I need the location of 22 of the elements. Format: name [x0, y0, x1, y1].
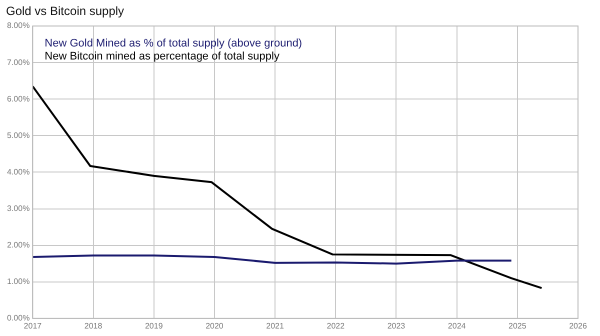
y-tick-label: 1.00% — [6, 277, 30, 286]
y-tick-label: 2.00% — [6, 240, 30, 250]
y-tick-label: 6.00% — [6, 94, 30, 104]
text: New Bitcoin mined as percentage of total supply — [44, 50, 280, 63]
x-tick-label: 2020 — [206, 321, 224, 330]
y-tick-label: 8.00% — [6, 21, 30, 30]
x-tick-label: 2019 — [144, 321, 164, 330]
x-tick-label: 2024 — [448, 321, 466, 330]
x-tick-label: 2026 — [569, 321, 588, 330]
x-tick-label: 2018 — [84, 321, 103, 330]
y-tick-label: 4.00% — [6, 167, 30, 176]
text: New Gold Mined as % of total supply (above ground) — [44, 38, 302, 50]
y-tick-label: 0.00% — [6, 314, 30, 323]
x-tick-label: 2023 — [387, 321, 406, 330]
y-tick-label: 5.00% — [6, 130, 30, 140]
y-tick-label: 7.00% — [6, 58, 30, 67]
x-tick-label: 2025 — [508, 321, 527, 330]
x-tick-label: 2022 — [326, 321, 346, 330]
x-tick-label: 2017 — [24, 321, 42, 330]
chart-title: Gold vs Bitcoin supply — [6, 4, 124, 18]
y-tick-label: 3.00% — [6, 204, 30, 213]
x-tick-label: 2021 — [266, 321, 284, 330]
